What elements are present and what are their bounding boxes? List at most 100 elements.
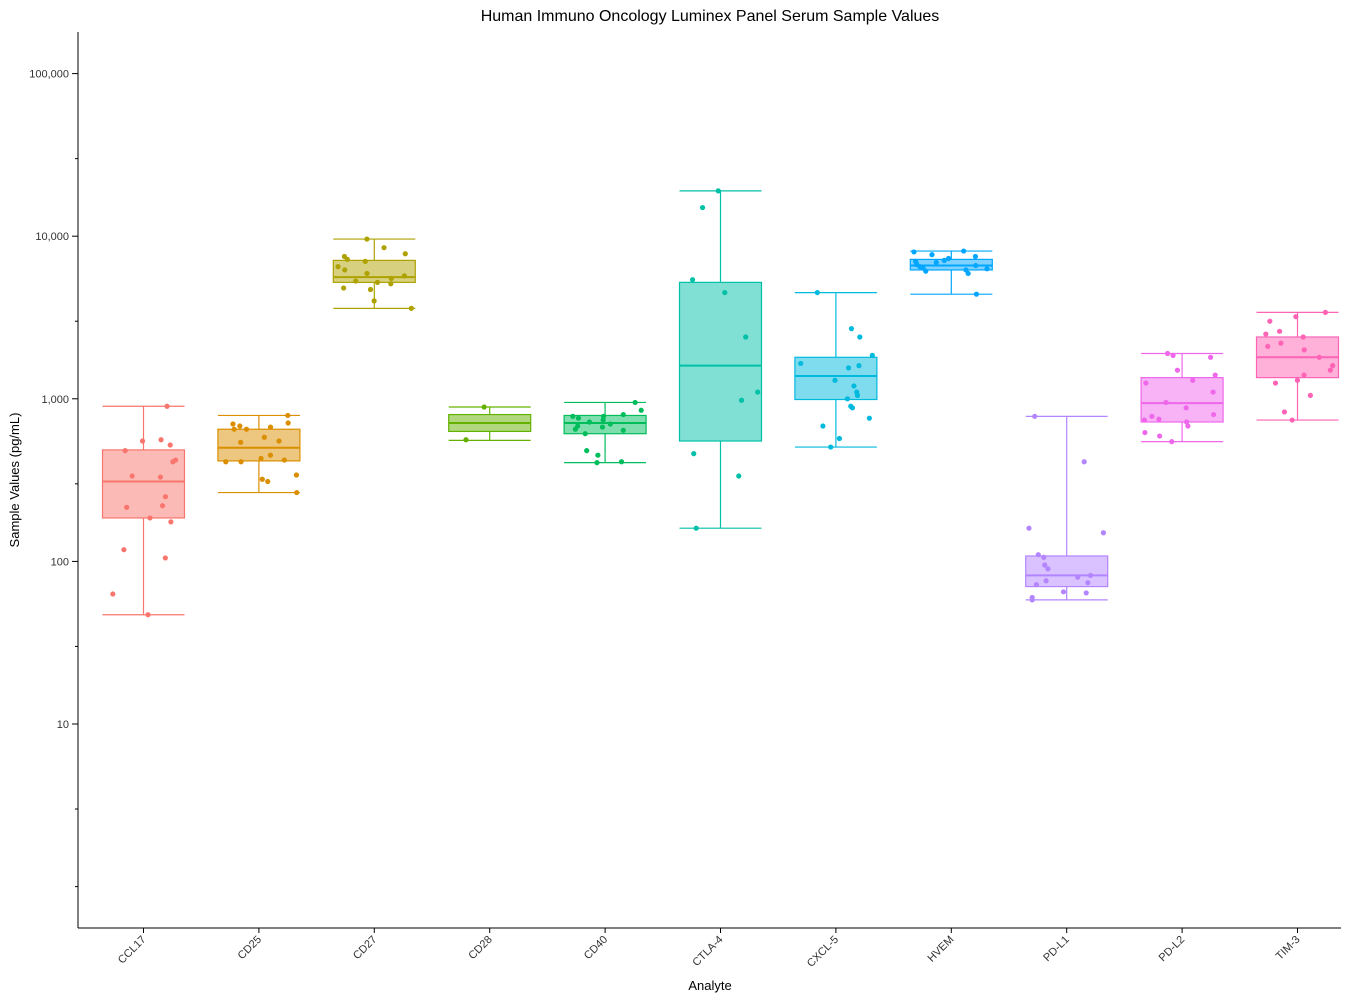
data-point [237,423,243,429]
data-point [285,420,291,426]
data-point [1029,597,1035,603]
data-point [1087,572,1094,579]
data-point [293,472,300,478]
x-tick-label: CD27 [351,934,379,962]
y-tick-label: 100 [51,556,69,568]
data-point [689,277,696,283]
data-point [814,289,820,296]
y-tick-label: 10 [57,719,69,731]
data-point [586,419,593,425]
data-point [1143,380,1149,386]
data-point [1041,554,1047,560]
data-point [849,405,856,411]
data-point [1281,409,1288,415]
data-point [638,407,644,413]
data-point [941,257,947,263]
box-group-cd40 [563,399,647,466]
box-group-ccl17 [101,403,186,618]
data-point [856,363,862,369]
box-group-cxcl-5 [794,289,878,450]
data-point [162,555,168,561]
data-point [294,489,300,496]
data-point [362,258,368,264]
data-point [584,448,590,454]
data-point [276,438,282,444]
data-point [755,389,761,395]
data-point [388,275,394,282]
data-point [463,437,469,443]
x-tick-label: CXCL-5 [805,934,841,970]
data-point [738,397,745,403]
data-point [1045,566,1051,572]
data-point [836,435,843,442]
data-point [243,426,250,432]
data-point [230,421,236,427]
data-point [258,455,264,461]
data-point [164,403,170,409]
data-point [159,503,166,509]
x-tick-label: PD-L1 [1041,934,1072,965]
data-point [973,291,980,297]
y-axis-ticks: 10 100 1,000 10,000 100,000 [29,69,78,888]
data-point [600,417,606,423]
data-point [854,392,861,398]
data-point [933,259,939,266]
data-point [798,360,804,367]
data-point [599,424,606,430]
data-point [620,411,626,418]
x-tick-label: CD28 [466,934,494,962]
data-point [1141,417,1148,423]
data-point [972,253,979,260]
data-point [1263,331,1269,337]
data-point [582,431,588,437]
box-group-cd27 [332,236,416,311]
data-point [1272,380,1279,386]
data-point [1042,562,1048,568]
data-point [1211,411,1217,418]
iqr-box [1140,377,1224,423]
x-tick-label: CD25 [236,934,264,962]
data-point [388,281,394,287]
data-point [342,267,348,273]
data-point [223,459,229,465]
data-point [1075,574,1081,580]
data-point [923,268,929,274]
box-group-ctla-4 [678,188,763,531]
data-point [401,273,407,279]
data-point [129,473,135,479]
iqr-box [1025,555,1109,588]
data-point [961,248,967,254]
data-point [1081,459,1087,465]
data-point [1278,340,1284,346]
data-point [1035,552,1041,558]
data-point [851,383,857,389]
data-point [620,427,626,433]
box-group-pd-l2 [1140,350,1224,445]
box-group-pd-l1 [1025,413,1109,603]
data-point [110,591,116,597]
data-point [984,266,990,272]
data-point [1183,405,1189,411]
data-point [594,460,600,466]
x-tick-label: HVEM [925,934,956,965]
data-point [945,255,952,262]
data-point [122,448,128,454]
data-point [1083,590,1089,596]
chart-title: Human Immuno Oncology Luminex Panel Seru… [481,8,940,25]
x-tick-label: CTLA-4 [690,934,725,969]
x-tick-label: CCL17 [116,934,149,967]
data-point [1212,372,1218,378]
data-point [832,377,838,383]
data-point [481,404,487,410]
data-point [848,326,855,332]
data-point [1322,309,1329,315]
data-point [1183,419,1190,425]
data-point [344,256,350,262]
data-point [1174,367,1181,373]
data-point [1032,413,1038,419]
data-point [1294,377,1301,383]
data-point [1267,318,1273,324]
data-point [281,457,287,463]
plot-area [101,188,1340,618]
data-point [857,334,863,340]
